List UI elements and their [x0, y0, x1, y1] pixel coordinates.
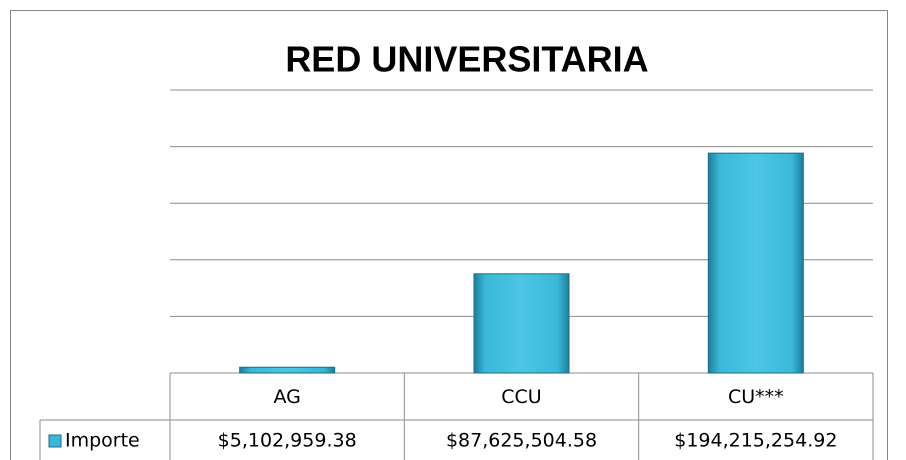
bar [473, 273, 570, 374]
value-label: $87,625,504.58 [446, 430, 597, 452]
legend-label: Importe [65, 430, 140, 452]
x-tick-label: CCU [501, 386, 541, 408]
x-tick-label: CU*** [728, 386, 784, 408]
value-label: $5,102,959.38 [218, 430, 357, 452]
legend-swatch [48, 434, 62, 448]
value-label: $194,215,254.92 [674, 430, 837, 452]
bar [239, 366, 336, 374]
x-tick-label: AG [273, 386, 300, 408]
chart-title: RED UNIVERSITARIA [285, 39, 648, 80]
bar [707, 152, 804, 374]
